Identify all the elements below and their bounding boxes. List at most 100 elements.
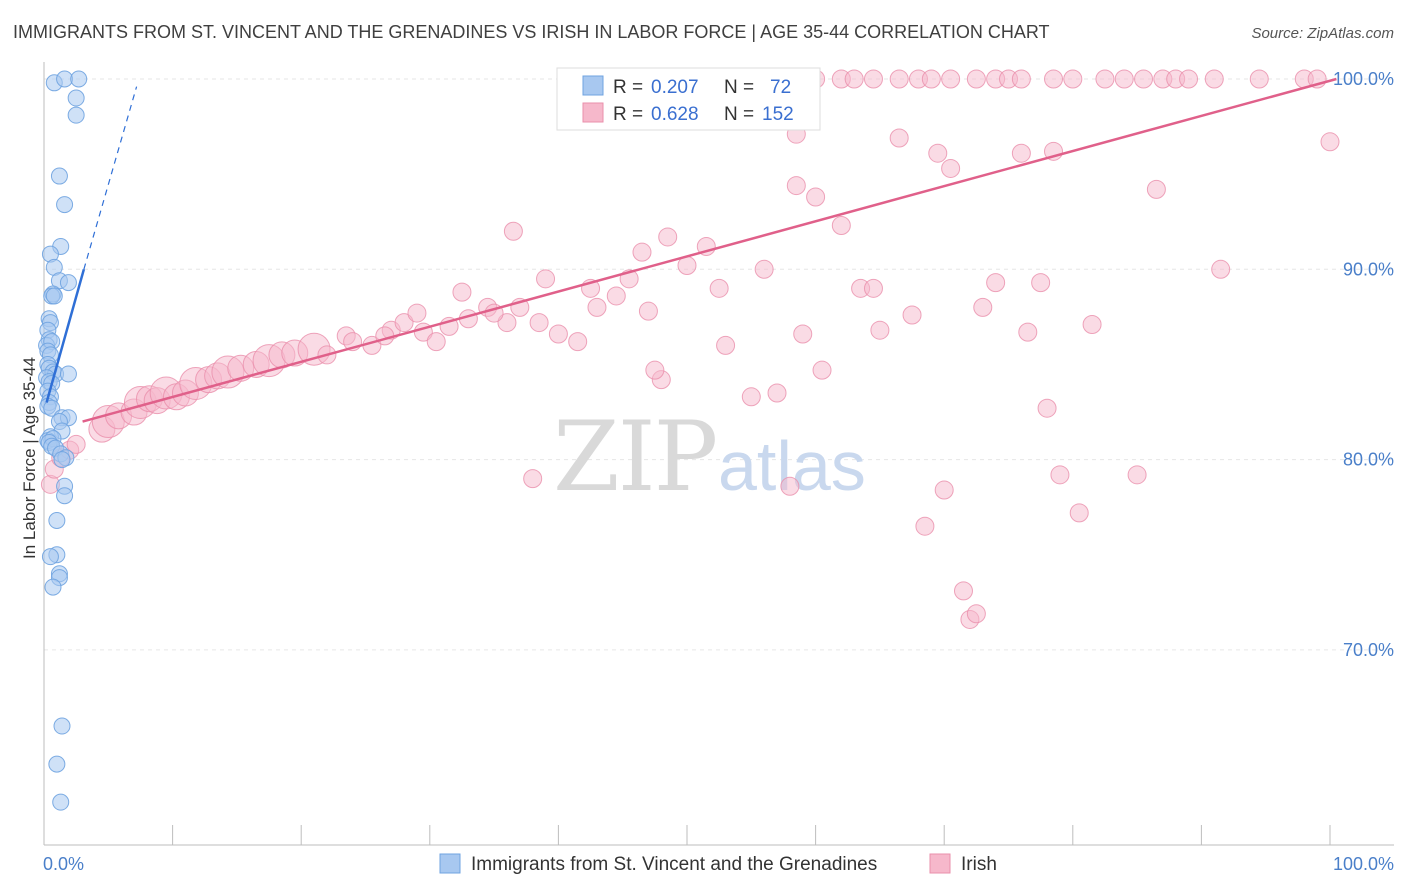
irish-point	[1063, 69, 1083, 89]
legend-r-value-2: 0.628	[651, 104, 699, 125]
irish-point	[1249, 69, 1269, 89]
legend-n-label-2: N =	[724, 104, 754, 125]
irish-point	[716, 335, 736, 355]
irish-point	[606, 286, 626, 306]
y-axis-label: In Labor Force | Age 35-44	[20, 357, 39, 559]
irish-point	[66, 434, 86, 454]
irish-point	[921, 69, 941, 89]
legend-swatch-blue	[582, 75, 604, 96]
watermark-zip: ZIP	[553, 401, 716, 513]
irish-point	[953, 581, 973, 601]
irish-point	[568, 332, 588, 352]
irish-point	[780, 476, 800, 496]
series-legend: Immigrants from St. Vincent and the Gren…	[439, 853, 997, 875]
irish-point	[1320, 132, 1340, 152]
y-tick-label: 100.0%	[1333, 69, 1394, 89]
irish-point	[928, 143, 948, 163]
irish-point	[793, 324, 813, 344]
bottom-legend-label-pink: Irish	[961, 854, 997, 875]
irish-points	[40, 69, 1340, 629]
irish-point	[1134, 69, 1154, 89]
irish-point	[934, 480, 954, 500]
irish-point	[966, 604, 986, 624]
irish-point	[754, 259, 774, 279]
legend-r-label-1: R =	[613, 77, 643, 98]
y-tick-label: 70.0%	[1343, 640, 1394, 660]
irish-point	[638, 301, 658, 321]
irish-point	[1211, 259, 1231, 279]
legend-r-value-1: 0.207	[651, 77, 699, 98]
irish-point	[767, 383, 787, 403]
irish-point	[741, 387, 761, 407]
irish-point	[1146, 179, 1166, 199]
irish-point	[806, 187, 826, 207]
svg-immigrant-trend-line	[45, 268, 86, 403]
irish-point	[786, 176, 806, 196]
bottom-legend-swatch-blue	[439, 853, 461, 874]
irish-point	[941, 69, 961, 89]
irish-point	[889, 69, 909, 89]
irish-point	[523, 469, 543, 489]
x-tick-label: 0.0%	[43, 854, 84, 874]
svg-immigrant-point	[53, 451, 71, 469]
irish-point	[645, 360, 665, 380]
svg-immigrant-point	[52, 793, 70, 811]
watermark: ZIP atlas	[553, 401, 866, 513]
legend-n-label-1: N =	[724, 77, 754, 98]
legend-r-label-2: R =	[613, 104, 643, 125]
irish-point	[973, 297, 993, 317]
x-tick-label: 100.0%	[1333, 854, 1394, 874]
irish-point	[889, 128, 909, 148]
irish-point	[1011, 69, 1031, 89]
irish-point	[1095, 69, 1115, 89]
irish-point	[915, 516, 935, 536]
svg-immigrant-point	[56, 70, 74, 88]
irish-point	[966, 69, 986, 89]
irish-point	[870, 320, 890, 340]
svg-immigrant-point	[56, 487, 74, 505]
irish-point	[452, 282, 472, 302]
svg-immigrant-point	[48, 511, 66, 529]
irish-point	[1204, 69, 1224, 89]
irish-point	[1114, 69, 1134, 89]
irish-point	[1082, 314, 1102, 334]
irish-point	[1037, 398, 1057, 418]
irish-point	[831, 216, 851, 236]
trend-lines	[45, 77, 1337, 423]
irish-point	[902, 305, 922, 325]
tick-labels: 70.0% 80.0% 90.0% 100.0% 0.0% 100.0%	[43, 69, 1394, 874]
irish-point	[536, 269, 556, 289]
irish-point	[529, 313, 549, 333]
irish-point	[844, 69, 864, 89]
svg-immigrant-point	[41, 548, 59, 566]
axes	[43, 62, 1394, 846]
irish-point	[587, 297, 607, 317]
irish-point	[426, 332, 446, 352]
irish-point	[1127, 465, 1147, 485]
irish-point	[407, 303, 427, 323]
svg-immigrant-point	[59, 365, 77, 383]
svg-immigrant-trend-extension	[83, 86, 138, 270]
irish-point	[503, 221, 523, 241]
y-tick-label: 80.0%	[1343, 450, 1394, 470]
correlation-legend: R = 0.207 N = 72 R = 0.628 N = 152	[556, 67, 821, 131]
y-tick-label: 90.0%	[1343, 259, 1394, 279]
irish-point	[709, 278, 729, 298]
irish-point	[658, 227, 678, 247]
irish-point	[812, 360, 832, 380]
svg-immigrant-point	[67, 89, 85, 107]
chart-title: IMMIGRANTS FROM ST. VINCENT AND THE GREN…	[13, 22, 1050, 42]
irish-point	[941, 158, 961, 178]
svg-immigrant-point	[70, 70, 88, 88]
svg-immigrant-point	[56, 196, 74, 214]
svg-immigrant-point	[45, 287, 63, 305]
bottom-legend-swatch-pink	[929, 853, 951, 874]
irish-point	[632, 242, 652, 262]
svg-immigrant-point	[67, 106, 85, 124]
svg-immigrant-point	[48, 755, 66, 773]
svg-immigrant-points	[38, 70, 88, 811]
chart-source: Source: ZipAtlas.com	[1251, 25, 1394, 42]
svg-immigrant-point	[53, 717, 71, 735]
irish-trend-line	[82, 77, 1337, 423]
